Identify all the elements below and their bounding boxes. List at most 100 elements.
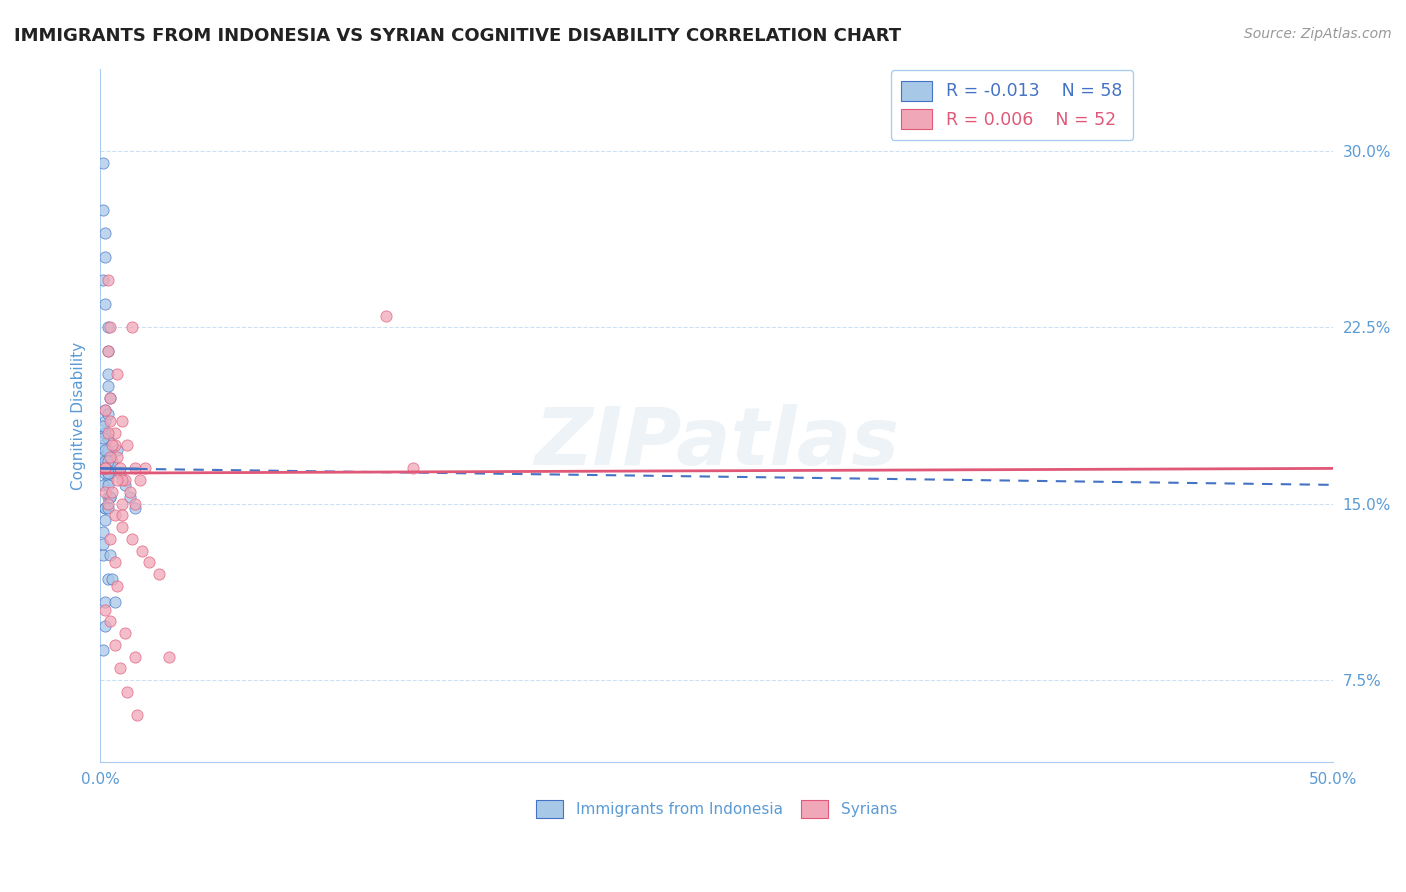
Point	[91, 431, 114, 445]
Point	[98, 391, 121, 405]
Point	[105, 368, 128, 382]
Point	[94, 426, 117, 441]
Point	[124, 461, 146, 475]
Point	[96, 478, 118, 492]
Point	[94, 402, 117, 417]
Point	[94, 595, 117, 609]
Point	[91, 478, 114, 492]
Point	[104, 638, 127, 652]
Point	[91, 549, 114, 563]
Point	[96, 343, 118, 358]
Point	[124, 501, 146, 516]
Point	[101, 454, 124, 468]
Y-axis label: Cognitive Disability: Cognitive Disability	[72, 342, 86, 490]
Point	[104, 508, 127, 523]
Point	[124, 497, 146, 511]
Point	[104, 556, 127, 570]
Point	[91, 202, 114, 217]
Point	[101, 438, 124, 452]
Point	[96, 572, 118, 586]
Point	[96, 368, 118, 382]
Point	[96, 501, 118, 516]
Point	[98, 490, 121, 504]
Point	[94, 250, 117, 264]
Point	[98, 450, 121, 464]
Point	[105, 450, 128, 464]
Point	[94, 619, 117, 633]
Point	[111, 508, 134, 523]
Point	[94, 602, 117, 616]
Point	[127, 708, 149, 723]
Point	[98, 490, 121, 504]
Point	[98, 466, 121, 480]
Point	[96, 379, 118, 393]
Point	[98, 549, 121, 563]
Point	[111, 497, 134, 511]
Point	[104, 438, 127, 452]
Point	[96, 273, 118, 287]
Point	[105, 442, 128, 457]
Point	[94, 402, 117, 417]
Point	[114, 473, 136, 487]
Point	[98, 532, 121, 546]
Point	[101, 572, 124, 586]
Point	[91, 642, 114, 657]
Point	[111, 473, 134, 487]
Point	[108, 661, 131, 675]
Point	[375, 309, 398, 323]
Point	[96, 343, 118, 358]
Point	[94, 297, 117, 311]
Point	[94, 466, 117, 480]
Text: IMMIGRANTS FROM INDONESIA VS SYRIAN COGNITIVE DISABILITY CORRELATION CHART: IMMIGRANTS FROM INDONESIA VS SYRIAN COGN…	[14, 27, 901, 45]
Point	[96, 426, 118, 441]
Point	[94, 484, 117, 499]
Point	[96, 473, 118, 487]
Point	[108, 466, 131, 480]
Point	[402, 461, 425, 475]
Point	[157, 649, 180, 664]
Point	[114, 478, 136, 492]
Point	[96, 466, 118, 480]
Point	[94, 454, 117, 468]
Point	[118, 484, 141, 499]
Point	[118, 490, 141, 504]
Point	[91, 450, 114, 464]
Point	[96, 497, 118, 511]
Point	[98, 320, 121, 334]
Point	[131, 543, 153, 558]
Point	[117, 685, 139, 699]
Point	[96, 454, 118, 468]
Point	[111, 520, 134, 534]
Point	[94, 414, 117, 428]
Point	[134, 461, 156, 475]
Point	[124, 649, 146, 664]
Point	[94, 461, 117, 475]
Point	[96, 431, 118, 445]
Point	[96, 407, 118, 421]
Point	[96, 320, 118, 334]
Point	[138, 556, 160, 570]
Text: Source: ZipAtlas.com: Source: ZipAtlas.com	[1244, 27, 1392, 41]
Point	[94, 461, 117, 475]
Point	[105, 579, 128, 593]
Point	[94, 442, 117, 457]
Point	[94, 226, 117, 240]
Point	[94, 461, 117, 475]
Point	[98, 454, 121, 468]
Point	[91, 155, 114, 169]
Point	[96, 466, 118, 480]
Point	[104, 426, 127, 441]
Point	[98, 414, 121, 428]
Point	[91, 419, 114, 434]
Point	[96, 490, 118, 504]
Point	[128, 473, 150, 487]
Point	[111, 414, 134, 428]
Legend: Immigrants from Indonesia, Syrians: Immigrants from Indonesia, Syrians	[530, 794, 903, 824]
Point	[121, 532, 143, 546]
Point	[91, 524, 114, 539]
Point	[101, 484, 124, 499]
Point	[117, 438, 139, 452]
Point	[96, 442, 118, 457]
Point	[91, 537, 114, 551]
Point	[121, 320, 143, 334]
